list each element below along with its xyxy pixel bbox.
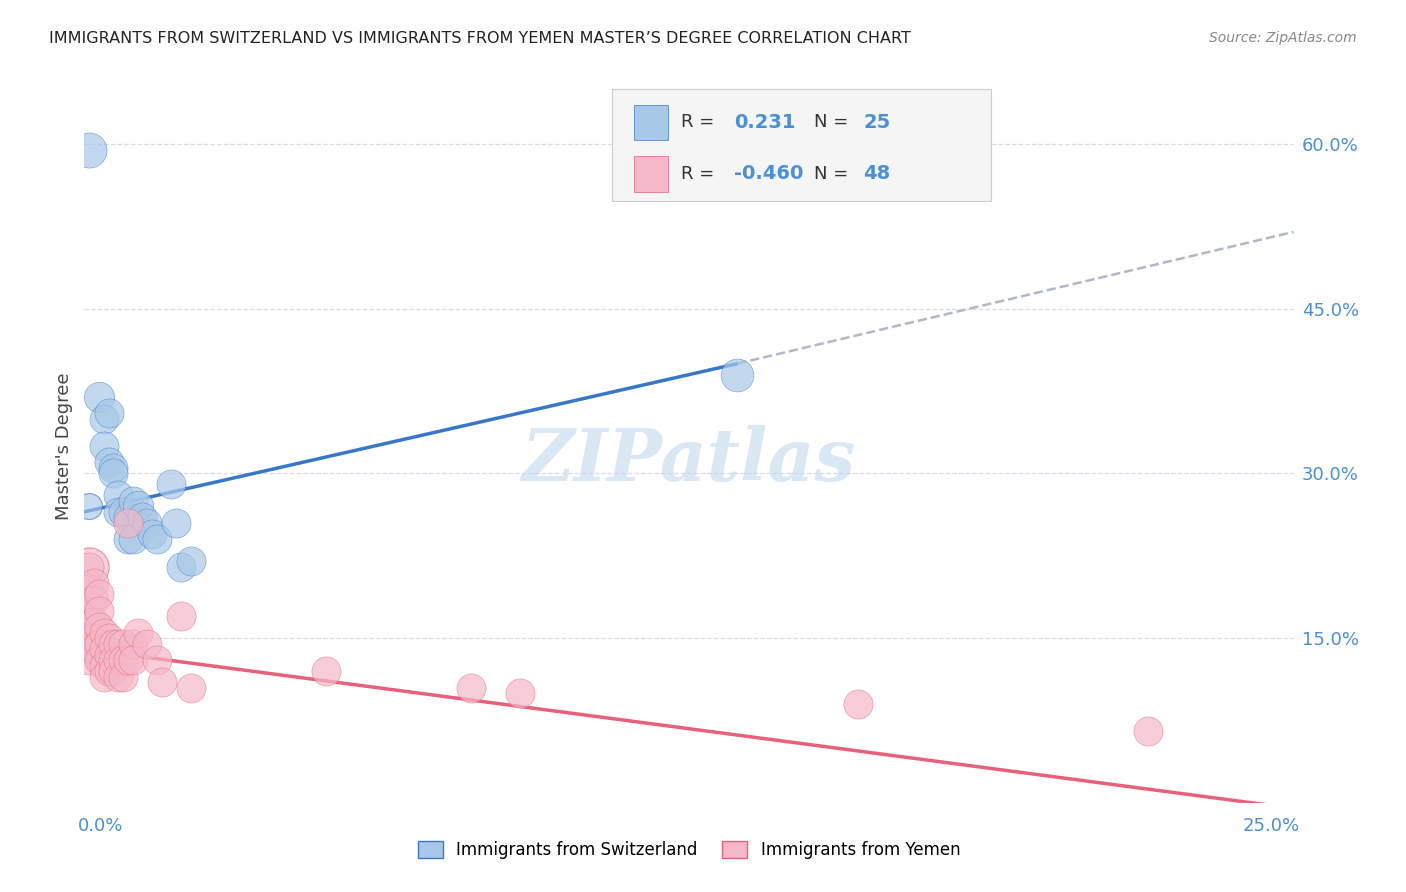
- Point: [150, 675, 173, 690]
- Text: 0.231: 0.231: [734, 113, 796, 132]
- Point: [460, 681, 482, 695]
- Point: [93, 658, 115, 673]
- Text: ZIPatlas: ZIPatlas: [522, 425, 856, 496]
- Point: [93, 625, 115, 640]
- Point: [170, 559, 193, 574]
- Text: IMMIGRANTS FROM SWITZERLAND VS IMMIGRANTS FROM YEMEN MASTER’S DEGREE CORRELATION: IMMIGRANTS FROM SWITZERLAND VS IMMIGRANT…: [49, 31, 911, 46]
- Point: [77, 559, 100, 574]
- Y-axis label: Master's Degree: Master's Degree: [55, 372, 73, 520]
- Point: [146, 653, 169, 667]
- Point: [141, 526, 163, 541]
- Text: 0.0%: 0.0%: [79, 817, 124, 835]
- Point: [83, 592, 105, 607]
- Point: [77, 615, 100, 629]
- Point: [87, 653, 110, 667]
- Text: N =: N =: [814, 113, 853, 131]
- Point: [846, 697, 869, 711]
- Text: Source: ZipAtlas.com: Source: ZipAtlas.com: [1209, 31, 1357, 45]
- Point: [83, 615, 105, 629]
- Text: R =: R =: [681, 113, 720, 131]
- Point: [103, 637, 125, 651]
- Point: [117, 510, 139, 524]
- Point: [180, 681, 202, 695]
- Point: [121, 653, 143, 667]
- Point: [103, 664, 125, 678]
- Point: [87, 620, 110, 634]
- Point: [93, 439, 115, 453]
- Point: [121, 533, 143, 547]
- Point: [112, 653, 135, 667]
- Point: [97, 455, 120, 469]
- Point: [77, 143, 100, 157]
- Point: [103, 653, 125, 667]
- Point: [112, 637, 135, 651]
- Point: [93, 669, 115, 683]
- Point: [160, 477, 183, 491]
- Point: [121, 494, 143, 508]
- Point: [146, 533, 169, 547]
- Point: [83, 642, 105, 657]
- Point: [136, 516, 159, 530]
- Legend: Immigrants from Switzerland, Immigrants from Yemen: Immigrants from Switzerland, Immigrants …: [411, 834, 967, 866]
- Point: [87, 587, 110, 601]
- Text: 48: 48: [863, 164, 890, 183]
- Point: [97, 406, 120, 420]
- Point: [107, 653, 129, 667]
- Point: [93, 642, 115, 657]
- Point: [77, 631, 100, 645]
- Point: [87, 604, 110, 618]
- Point: [509, 686, 531, 700]
- Point: [93, 411, 115, 425]
- Point: [127, 500, 149, 514]
- Point: [170, 609, 193, 624]
- Point: [117, 533, 139, 547]
- Point: [107, 488, 129, 502]
- Point: [131, 510, 153, 524]
- Point: [77, 559, 100, 574]
- Text: 25.0%: 25.0%: [1243, 817, 1299, 835]
- Point: [112, 669, 135, 683]
- Point: [117, 516, 139, 530]
- Text: N =: N =: [814, 165, 853, 183]
- Point: [127, 625, 149, 640]
- Point: [315, 664, 337, 678]
- Text: -0.460: -0.460: [734, 164, 803, 183]
- Point: [121, 637, 143, 651]
- Point: [725, 368, 748, 382]
- Point: [136, 637, 159, 651]
- Text: 25: 25: [863, 113, 890, 132]
- Point: [97, 648, 120, 662]
- Point: [77, 642, 100, 657]
- Point: [112, 505, 135, 519]
- Point: [103, 461, 125, 475]
- Point: [107, 669, 129, 683]
- Point: [117, 653, 139, 667]
- Point: [77, 598, 100, 612]
- Point: [83, 631, 105, 645]
- Point: [77, 653, 100, 667]
- Point: [1137, 724, 1160, 739]
- Point: [165, 516, 187, 530]
- Point: [107, 505, 129, 519]
- Point: [97, 664, 120, 678]
- Point: [87, 637, 110, 651]
- Point: [107, 637, 129, 651]
- Point: [83, 576, 105, 591]
- Point: [87, 390, 110, 404]
- Point: [97, 631, 120, 645]
- Point: [77, 582, 100, 596]
- Text: R =: R =: [681, 165, 720, 183]
- Point: [77, 500, 100, 514]
- Point: [180, 554, 202, 568]
- Point: [103, 467, 125, 481]
